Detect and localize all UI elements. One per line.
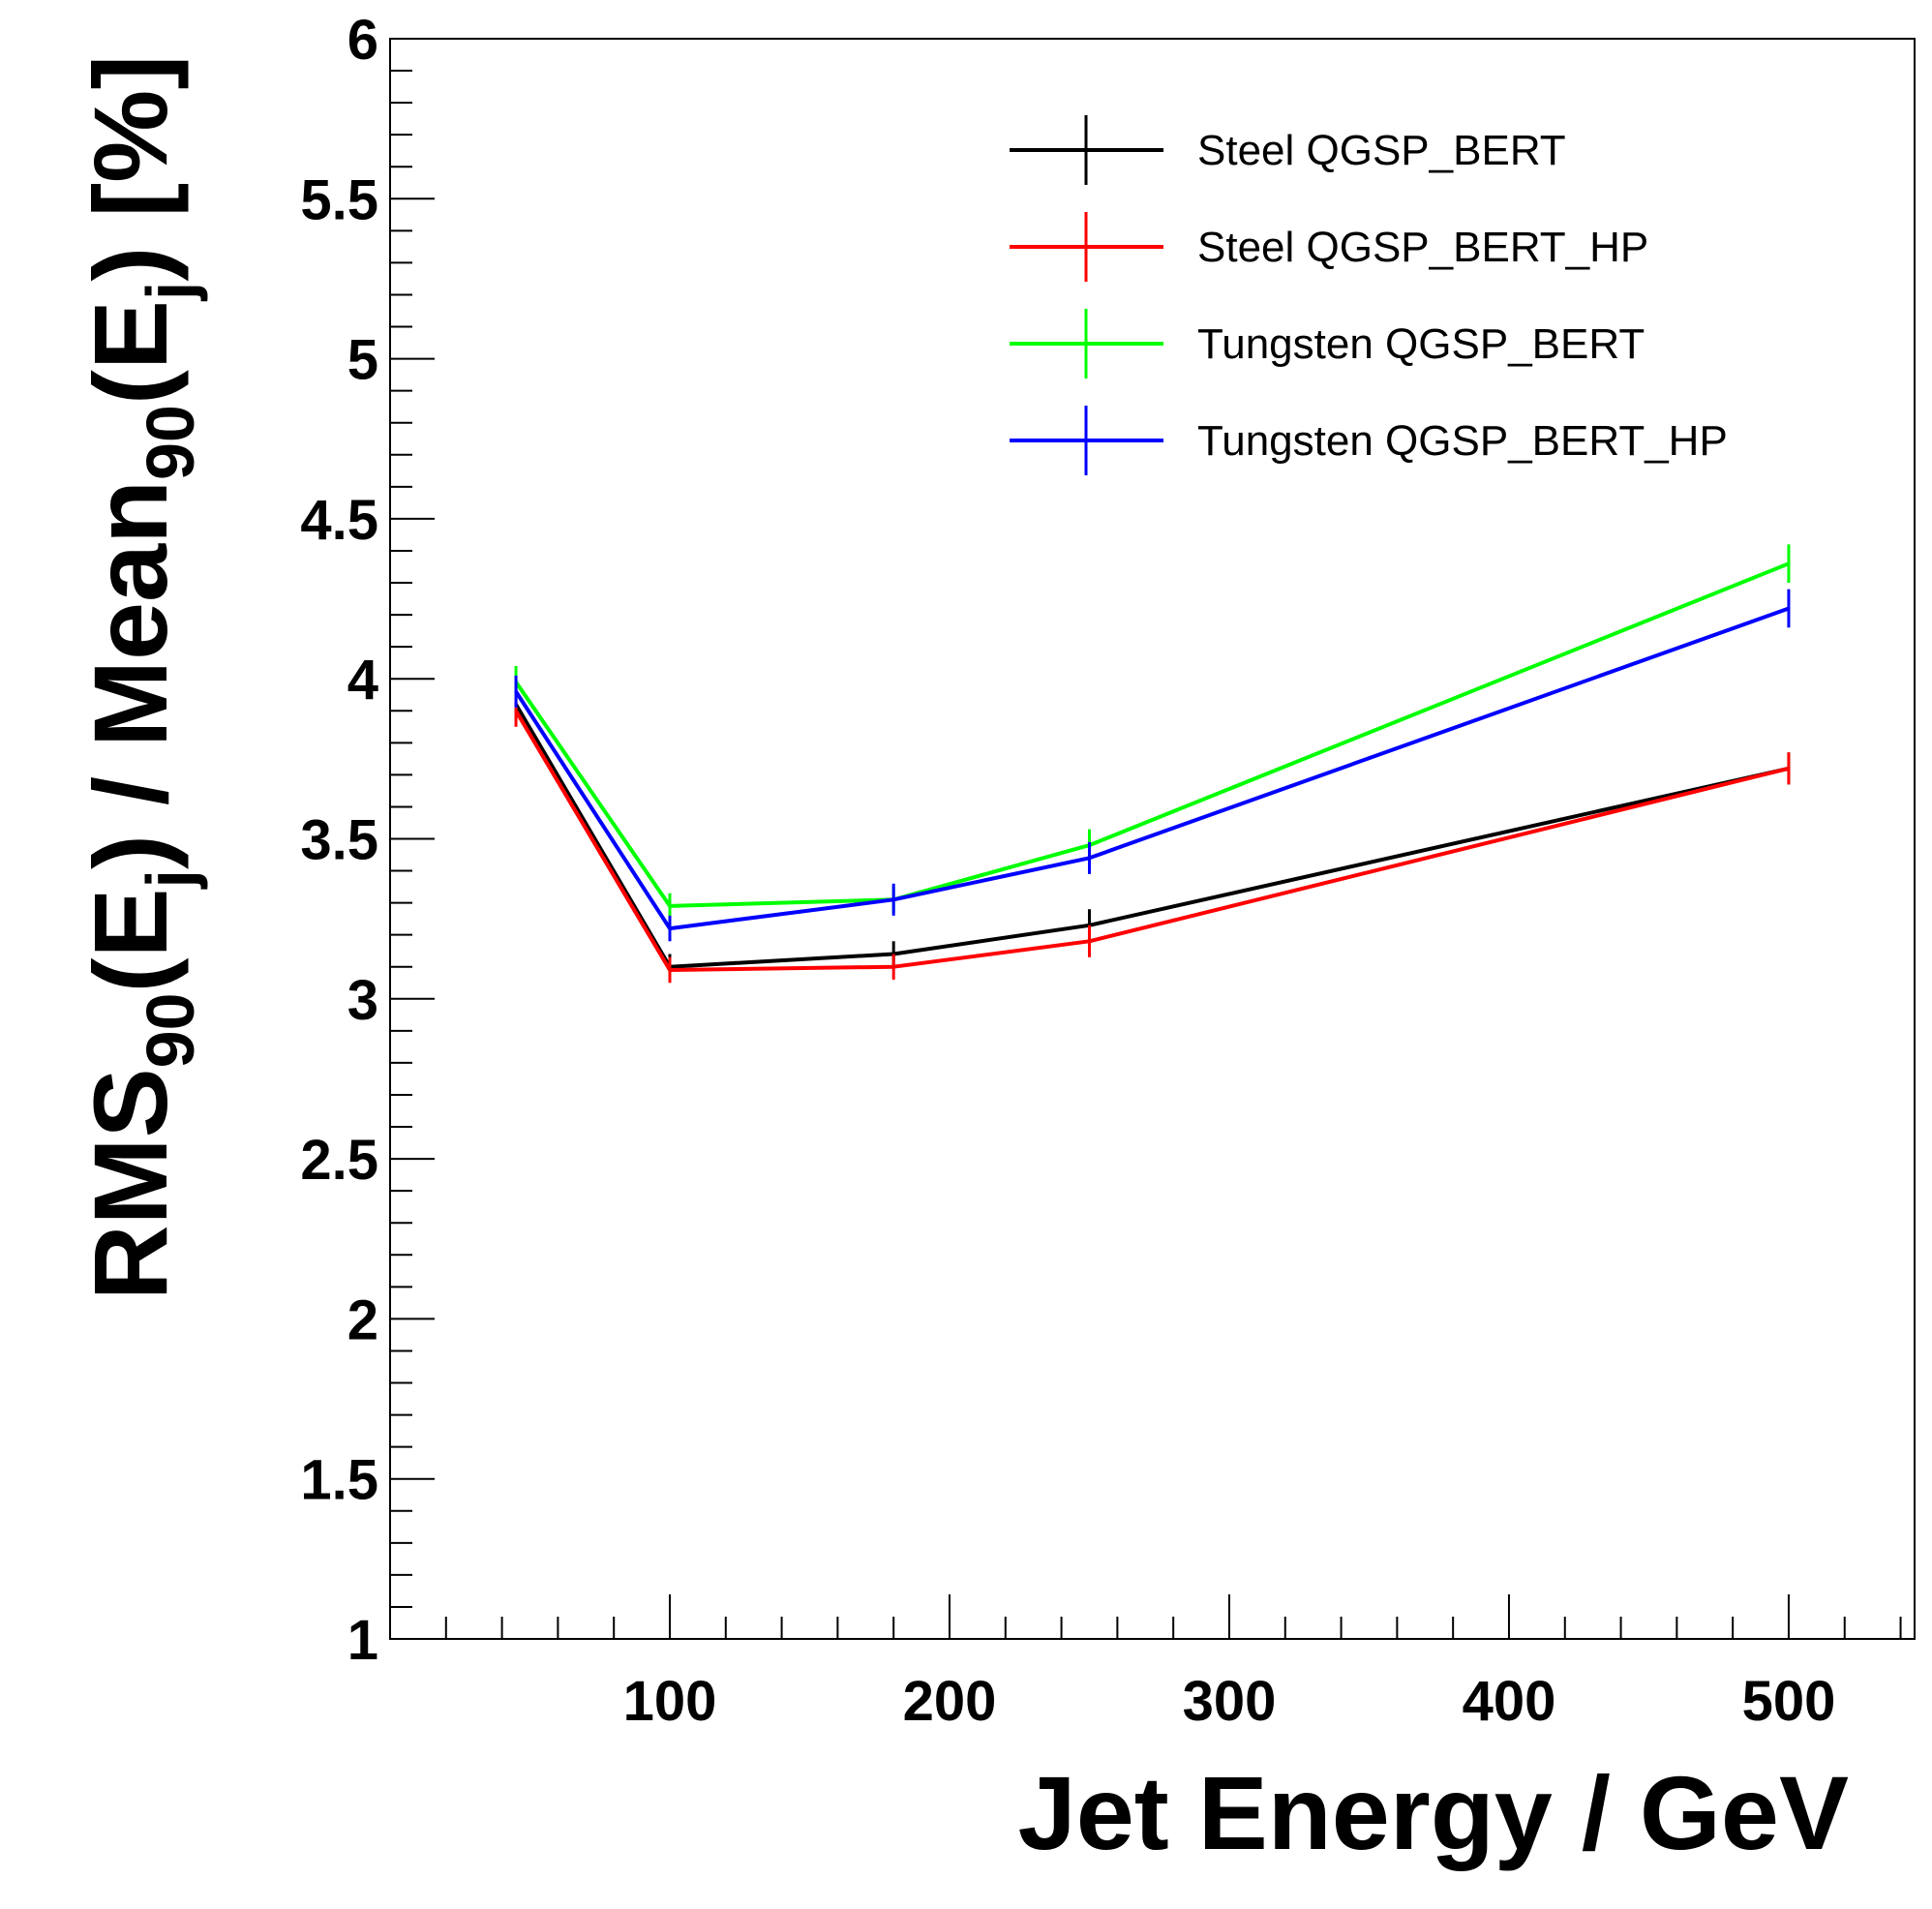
y-tick-label: 6 bbox=[347, 9, 378, 72]
data-point bbox=[514, 689, 518, 693]
y-tick-label: 3 bbox=[347, 969, 378, 1032]
legend: Steel QGSP_BERT Steel QGSP_BERT_HP Tungste… bbox=[1010, 115, 1728, 475]
y-axis-title-part: ) / Mean bbox=[72, 480, 189, 869]
legend-label: Steel QGSP_BERT_HP bbox=[1197, 224, 1648, 271]
legend-entry: Steel QGSP_BERT bbox=[1010, 115, 1566, 185]
y-tick-label: 3.5 bbox=[300, 809, 378, 872]
data-point bbox=[668, 926, 672, 930]
x-tick-label: 500 bbox=[1742, 1670, 1836, 1733]
legend-entry: Tungsten QGSP_BERT bbox=[1010, 309, 1645, 379]
y-tick-label: 1.5 bbox=[300, 1449, 378, 1512]
x-tick-label: 300 bbox=[1183, 1670, 1277, 1733]
y-axis-title-subscript: 90 bbox=[133, 992, 208, 1068]
x-tick-label: 100 bbox=[623, 1670, 717, 1733]
data-point bbox=[514, 709, 518, 712]
y-tick-label: 1 bbox=[347, 1609, 378, 1672]
y-axis-title-part: (E bbox=[72, 888, 189, 992]
axes: 1 1.5 2 2.5 3 3.5 4 4.5 5 5.5 6 100 200 300 400 500 bbox=[300, 9, 1916, 1733]
y-tick-label: 2 bbox=[347, 1288, 378, 1351]
data-point bbox=[1787, 561, 1791, 565]
legend-entry: Tungsten QGSP_BERT_HP bbox=[1010, 406, 1728, 475]
data-point bbox=[1787, 767, 1791, 771]
y-tick-label: 4.5 bbox=[300, 489, 378, 552]
x-tick-label: 400 bbox=[1463, 1670, 1556, 1733]
y-axis-title-subscript: j bbox=[133, 869, 208, 890]
data-point bbox=[891, 965, 895, 969]
data-point bbox=[1087, 939, 1091, 943]
y-axis-title-part: (E bbox=[72, 300, 189, 405]
data-point bbox=[1787, 606, 1791, 610]
legend-label: Tungsten QGSP_BERT_HP bbox=[1197, 417, 1728, 465]
legend-label: Tungsten QGSP_BERT bbox=[1197, 320, 1645, 368]
y-tick-label: 2.5 bbox=[300, 1129, 378, 1192]
legend-label: Steel QGSP_BERT bbox=[1197, 127, 1566, 174]
y-tick-label: 4 bbox=[347, 649, 378, 712]
series-layer bbox=[514, 544, 1791, 984]
data-point bbox=[668, 904, 672, 908]
y-axis-title-subscript: 90 bbox=[133, 405, 208, 480]
y-tick-label: 5.5 bbox=[300, 168, 378, 231]
data-point bbox=[891, 897, 895, 901]
legend-entry: Steel QGSP_BERT_HP bbox=[1010, 212, 1648, 282]
x-tick-label: 200 bbox=[903, 1670, 997, 1733]
y-axis-title-part: RMS bbox=[72, 1068, 189, 1300]
data-point bbox=[1087, 856, 1091, 860]
y-tick-label: 5 bbox=[347, 329, 378, 392]
y-axis-title: RMS90(Ej) / Mean90(Ej) [%] bbox=[72, 55, 208, 1301]
series-4 bbox=[514, 589, 1791, 942]
x-axis-title: Jet Energy / GeV bbox=[1018, 1754, 1849, 1871]
data-point bbox=[668, 968, 672, 972]
y-axis-title-part: ) [%] bbox=[72, 55, 189, 282]
y-axis-title-subscript: j bbox=[133, 282, 208, 302]
